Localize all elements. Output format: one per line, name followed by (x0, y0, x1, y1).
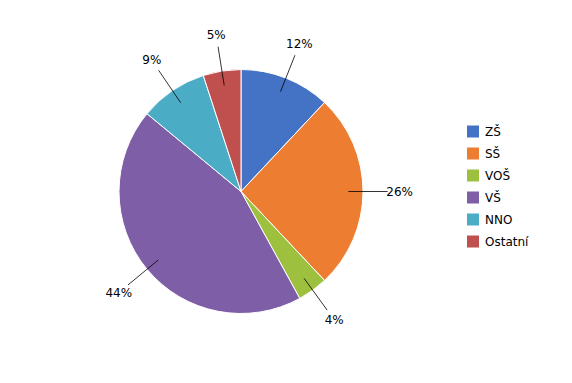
data-label: 12% (286, 37, 313, 51)
pie-slice (203, 70, 241, 192)
leader-line (281, 55, 295, 91)
data-label: 5% (207, 28, 226, 42)
legend-label: VŠ (485, 190, 501, 205)
legend-swatch (467, 192, 479, 204)
leader-line (159, 70, 181, 102)
legend-swatch (467, 170, 479, 182)
data-label: 4% (325, 313, 344, 327)
legend: ZŠ SŠ VOŠ VŠ NNO Ostatní (467, 124, 529, 249)
data-labels: 12% 26% 4% 44% 9% 5% (105, 28, 412, 327)
legend-label: SŠ (485, 146, 500, 161)
pie (119, 70, 363, 314)
data-label: 26% (386, 185, 413, 199)
legend-label: VOŠ (485, 168, 510, 183)
legend-swatch (467, 148, 479, 160)
legend-swatch (467, 236, 479, 248)
legend-label: ZŠ (485, 124, 501, 139)
data-label: 9% (142, 53, 161, 67)
legend-item: VŠ (467, 190, 501, 205)
leader-line (218, 47, 224, 86)
legend-item: VOŠ (467, 168, 510, 183)
leader-line (128, 260, 158, 285)
data-label: 44% (105, 286, 132, 300)
legend-item: Ostatní (467, 235, 529, 249)
legend-item: NNO (467, 213, 512, 227)
chart: 12% 26% 4% 44% 9% 5% ZŠ SŠ VOŠ VŠ NNO Ostatní (0, 0, 572, 383)
legend-swatch (467, 126, 479, 138)
leader-line (304, 278, 327, 310)
legend-item: ZŠ (467, 124, 501, 139)
legend-label: Ostatní (485, 235, 529, 249)
legend-swatch (467, 214, 479, 226)
legend-item: SŠ (467, 146, 500, 161)
leader-line (348, 191, 387, 192)
legend-label: NNO (485, 213, 512, 227)
